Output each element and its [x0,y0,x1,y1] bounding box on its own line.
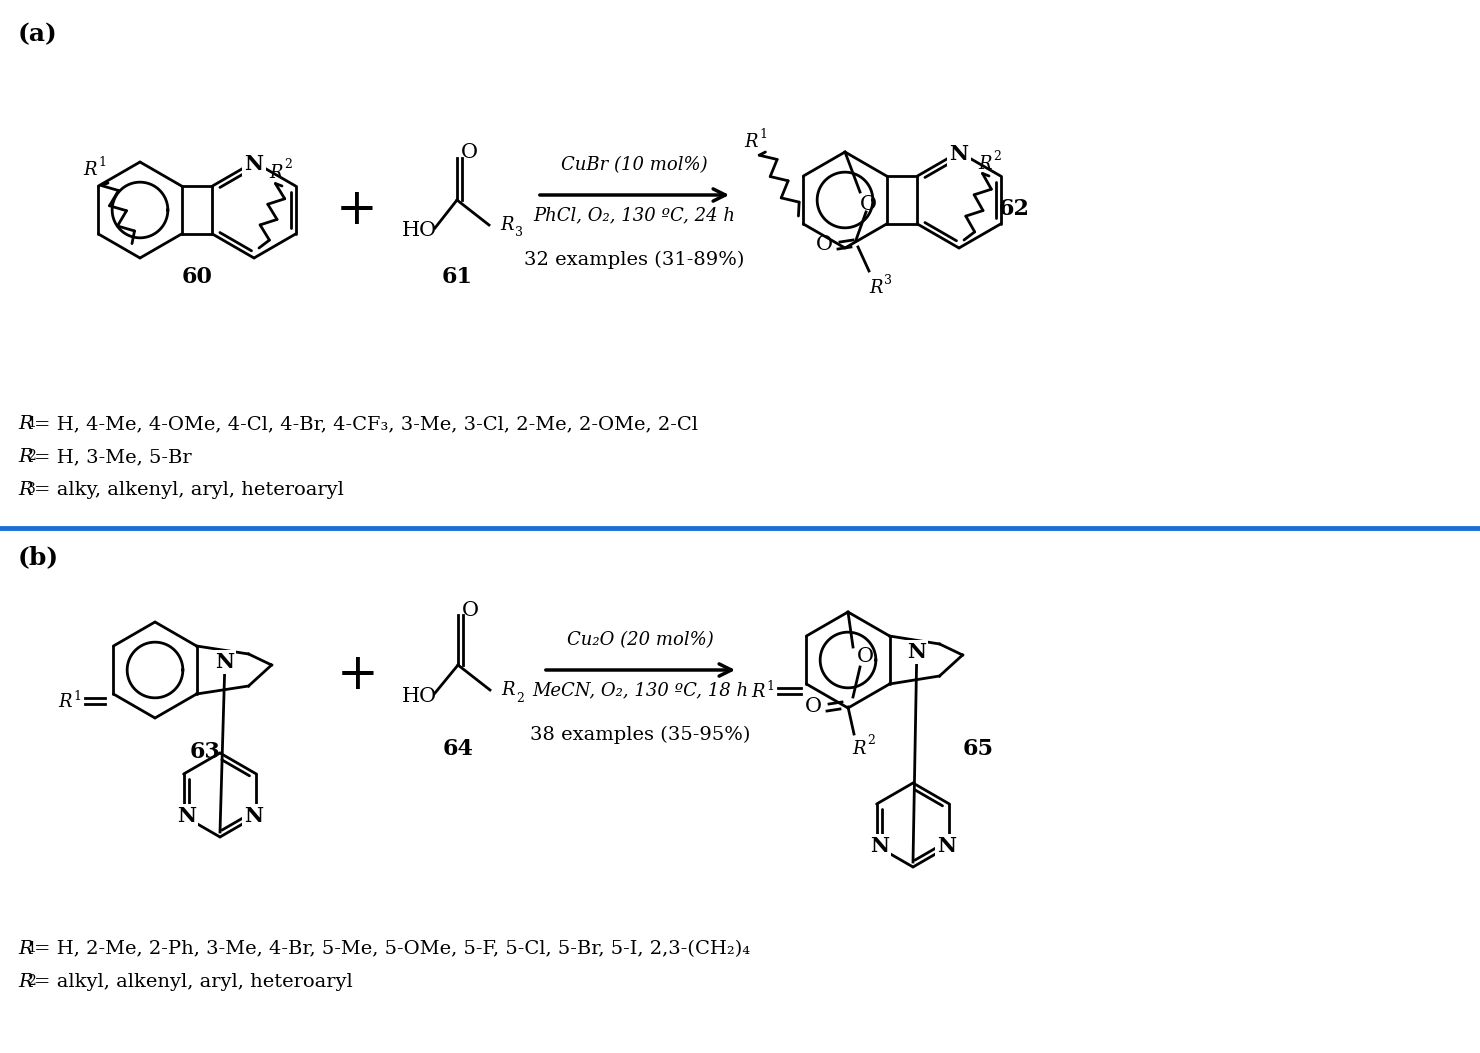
Text: N: N [178,806,197,826]
Text: O: O [815,236,832,255]
Text: 1: 1 [759,127,768,140]
Text: 3: 3 [27,482,36,496]
Text: 63: 63 [189,741,221,763]
Text: (b): (b) [18,545,59,569]
Text: R: R [269,164,283,182]
Text: N: N [937,836,956,856]
Text: PhCl, O₂, 130 ºC, 24 h: PhCl, O₂, 130 ºC, 24 h [533,206,736,224]
Text: R: R [18,448,33,466]
Text: HO: HO [401,687,437,706]
Text: R: R [59,693,73,711]
Text: R: R [500,216,514,234]
Text: 65: 65 [962,738,993,760]
Text: 1: 1 [27,416,36,430]
Text: N: N [907,642,926,662]
Text: = H, 4-Me, 4-OMe, 4-Cl, 4-Br, 4-CF₃, 3-Me, 3-Cl, 2-Me, 2-OMe, 2-Cl: = H, 4-Me, 4-OMe, 4-Cl, 4-Br, 4-CF₃, 3-M… [34,415,699,433]
Text: R: R [852,740,866,758]
Text: 1: 1 [767,679,774,693]
Text: 2: 2 [517,692,524,704]
Text: O: O [460,143,478,162]
Text: = alky, alkenyl, aryl, heteroaryl: = alky, alkenyl, aryl, heteroaryl [34,481,343,499]
Text: R: R [752,683,765,701]
Text: 2: 2 [27,449,36,463]
Text: CuBr (10 mol%): CuBr (10 mol%) [561,156,707,174]
Text: HO: HO [401,221,437,240]
Text: 62: 62 [999,198,1030,220]
Text: Cu₂O (20 mol%): Cu₂O (20 mol%) [567,631,713,649]
Text: R: R [18,481,33,499]
Text: MeCN, O₂, 130 ºC, 18 h: MeCN, O₂, 130 ºC, 18 h [533,681,749,699]
Text: O: O [860,196,876,215]
Text: O: O [857,648,873,667]
Text: O: O [805,697,821,716]
Text: 60: 60 [182,266,213,289]
Text: N: N [244,154,263,174]
Text: N: N [870,836,889,856]
Text: = H, 2-Me, 2-Ph, 3-Me, 4-Br, 5-Me, 5-OMe, 5-F, 5-Cl, 5-Br, 5-I, 2,3-(CH₂)₄: = H, 2-Me, 2-Ph, 3-Me, 4-Br, 5-Me, 5-OMe… [34,940,750,958]
Text: 1: 1 [98,156,107,168]
Text: 3: 3 [515,225,522,238]
Text: 2: 2 [284,159,292,172]
Text: = H, 3-Me, 5-Br: = H, 3-Me, 5-Br [34,448,191,466]
Text: 1: 1 [27,941,36,955]
Text: N: N [950,144,968,164]
Text: R: R [83,161,96,179]
Text: R: R [18,940,33,958]
Text: R: R [744,133,758,151]
Text: N: N [215,652,234,672]
Text: (a): (a) [18,22,58,46]
Text: R: R [869,279,882,297]
Text: +: + [337,651,379,700]
Text: N: N [244,806,263,826]
Text: 2: 2 [867,735,875,748]
Text: 32 examples (31-89%): 32 examples (31-89%) [524,251,744,270]
Text: 1: 1 [74,690,81,702]
Text: 64: 64 [443,738,474,760]
Text: 2: 2 [27,974,36,988]
Text: R: R [502,681,515,699]
Text: R: R [978,155,992,173]
Text: O: O [462,600,478,619]
Text: = alkyl, alkenyl, aryl, heteroaryl: = alkyl, alkenyl, aryl, heteroaryl [34,973,352,991]
Text: 61: 61 [441,266,472,289]
Text: 2: 2 [993,150,1000,162]
Text: 38 examples (35-95%): 38 examples (35-95%) [530,726,750,744]
Text: +: + [336,185,377,235]
Text: 3: 3 [884,274,892,286]
Text: R: R [18,415,33,433]
Text: R: R [18,973,33,991]
